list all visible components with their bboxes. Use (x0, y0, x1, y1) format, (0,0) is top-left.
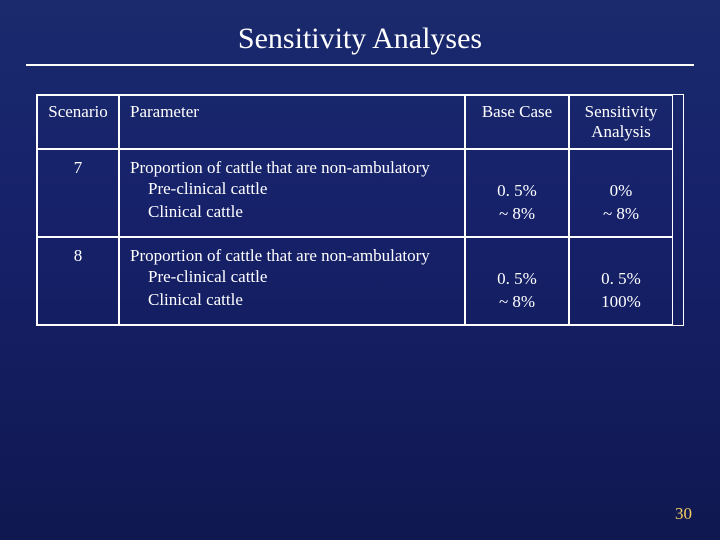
cell-sensitivity: 0% ~ 8% (569, 149, 673, 237)
param-sub: Clinical cattle (130, 201, 454, 224)
col-header-parameter: Parameter (119, 95, 465, 149)
slide-title: Sensitivity Analyses (0, 0, 720, 64)
col-header-base-case: Base Case (465, 95, 569, 149)
param-main: Proportion of cattle that are non-ambula… (130, 246, 430, 265)
sens-value: 100% (601, 291, 641, 314)
sens-value: ~ 8% (603, 203, 639, 226)
cell-scenario: 7 (37, 149, 119, 237)
base-value: ~ 8% (499, 203, 535, 226)
sens-value: 0% (610, 180, 633, 203)
table-header-row: Scenario Parameter Base Case Sensitivity… (37, 95, 683, 149)
param-sub: Clinical cattle (130, 289, 454, 312)
base-value: ~ 8% (499, 291, 535, 314)
page-number: 30 (675, 504, 692, 524)
cell-parameter: Proportion of cattle that are non-ambula… (119, 149, 465, 237)
title-rule (26, 64, 694, 66)
param-sub: Pre-clinical cattle (130, 266, 454, 289)
cell-base-case: 0. 5% ~ 8% (465, 149, 569, 237)
base-value: 0. 5% (497, 180, 537, 203)
col-header-sensitivity: Sensitivity Analysis (569, 95, 673, 149)
base-value: 0. 5% (497, 268, 537, 291)
cell-scenario: 8 (37, 237, 119, 325)
table-row: 8 Proportion of cattle that are non-ambu… (37, 237, 683, 325)
sensitivity-table: Scenario Parameter Base Case Sensitivity… (36, 94, 684, 326)
cell-base-case: 0. 5% ~ 8% (465, 237, 569, 325)
col-header-scenario: Scenario (37, 95, 119, 149)
param-main: Proportion of cattle that are non-ambula… (130, 158, 430, 177)
cell-sensitivity: 0. 5% 100% (569, 237, 673, 325)
table-row: 7 Proportion of cattle that are non-ambu… (37, 149, 683, 237)
cell-parameter: Proportion of cattle that are non-ambula… (119, 237, 465, 325)
sens-value: 0. 5% (601, 268, 641, 291)
param-sub: Pre-clinical cattle (130, 178, 454, 201)
